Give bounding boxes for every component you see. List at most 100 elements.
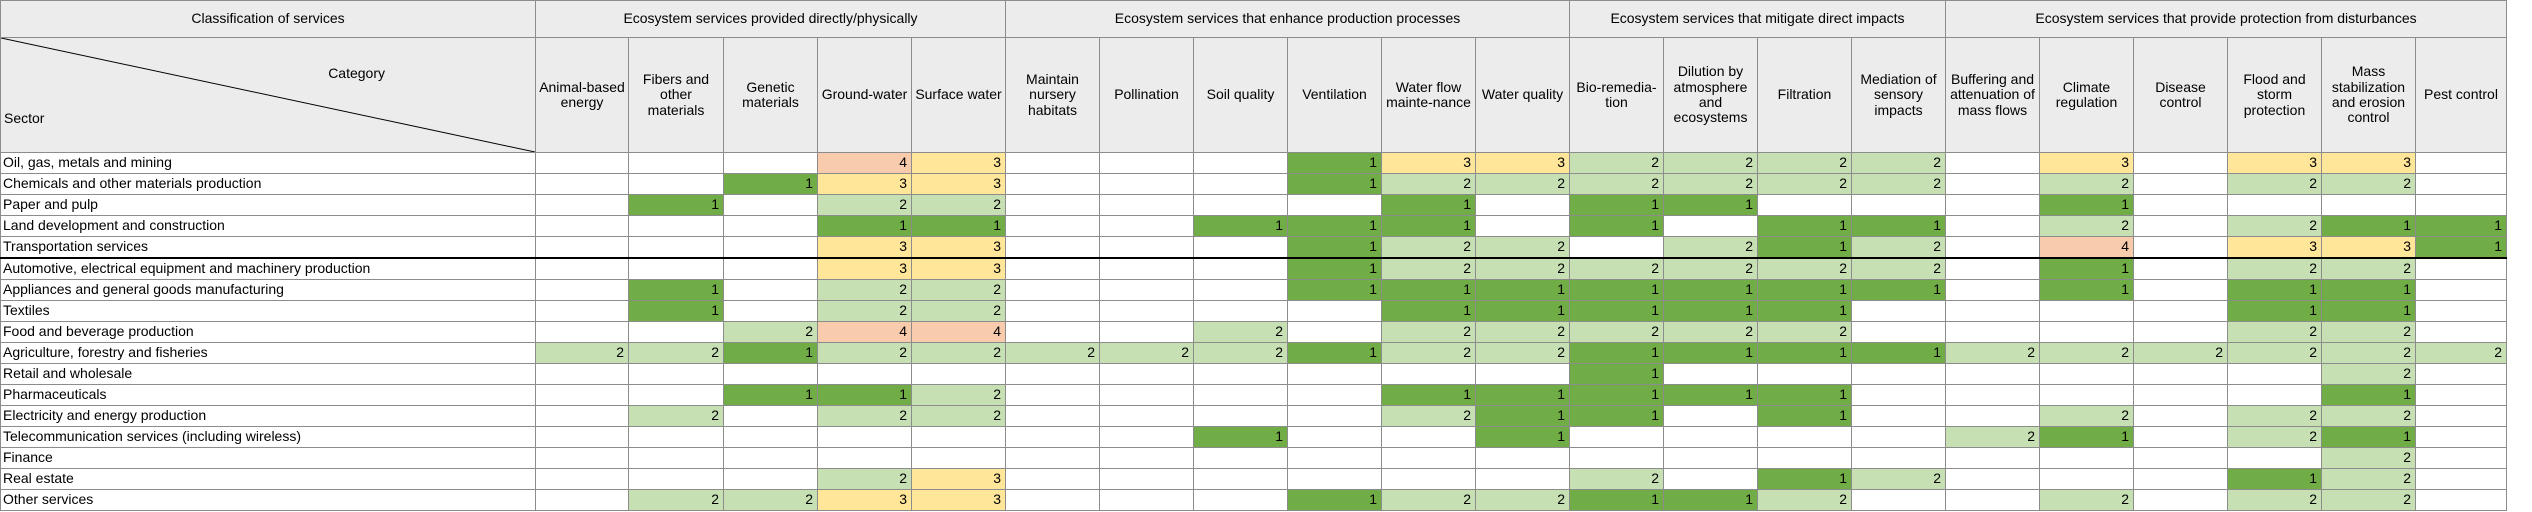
table-row: Finance 2 [0,447,2507,469]
heatmap-cell [2133,447,2228,469]
heatmap-cell: 2 [1193,321,1288,343]
heatmap-cell [1099,447,1194,469]
heatmap-cell [1945,236,2040,259]
heatmap-cell [1193,489,1288,511]
heatmap-cell [628,468,724,490]
heatmap-cell [1099,152,1194,174]
category-header: Ground-water [817,37,912,153]
heatmap-cell [723,257,818,280]
heatmap-cell [1757,426,1852,448]
heatmap-cell: 2 [1475,321,1570,343]
heatmap-cell [1757,447,1852,469]
heatmap-cell: 2 [1569,257,1664,280]
sector-label: Oil, gas, metals and mining [0,152,536,174]
heatmap-cell: 2 [1381,257,1476,280]
heatmap-cell: 2 [2227,321,2322,343]
heatmap-cell: 1 [1381,300,1476,322]
heatmap-cell [723,236,818,259]
heatmap-cell: 1 [1663,300,1758,322]
heatmap-cell [1193,279,1288,301]
heatmap-cell: 1 [1569,489,1664,511]
heatmap-cell: 2 [1099,342,1194,364]
heatmap-cell: 2 [2321,257,2416,280]
heatmap-cell: 1 [1663,279,1758,301]
heatmap-cell [628,363,724,385]
heatmap-cell [2039,363,2134,385]
category-header: Disease control [2133,37,2228,153]
sector-label: Sector [4,109,45,126]
heatmap-cell [723,152,818,174]
heatmap-cell: 2 [1851,257,1946,280]
sector-label: Chemicals and other materials production [0,173,536,195]
heatmap-cell [2133,279,2228,301]
heatmap-cell [535,194,629,216]
heatmap-cell: 1 [1287,152,1382,174]
heatmap-cell: 2 [1663,321,1758,343]
heatmap-cell: 1 [1851,215,1946,237]
heatmap-cell [1193,300,1288,322]
heatmap-cell [2133,152,2228,174]
heatmap-cell [2415,300,2507,322]
heatmap-cell: 2 [2039,342,2134,364]
heatmap-cell [1005,405,1100,427]
heatmap-cell: 4 [817,152,912,174]
heatmap-cell [723,468,818,490]
heatmap-cell: 3 [911,468,1006,490]
heatmap-cell [1569,426,1664,448]
group-header: Ecosystem services that enhance producti… [1005,0,1570,38]
category-header: Soil quality [1193,37,1288,153]
heatmap-cell [2415,468,2507,490]
heatmap-cell: 1 [1475,300,1570,322]
heatmap-cell [2321,194,2416,216]
heatmap-cell [535,173,629,195]
heatmap-cell: 1 [1569,405,1664,427]
heatmap-cell [2133,300,2228,322]
heatmap-cell [1005,447,1100,469]
heatmap-cell [2415,363,2507,385]
heatmap-cell: 1 [1569,300,1664,322]
heatmap-cell [1287,300,1382,322]
heatmap-cell: 3 [817,489,912,511]
heatmap-cell [817,426,912,448]
heatmap-cell: 2 [1381,342,1476,364]
table-row: Chemicals and other materials production… [0,173,2507,195]
heatmap-cell [1851,194,1946,216]
heatmap-cell: 1 [1757,342,1852,364]
heatmap-cell [1287,405,1382,427]
heatmap-cell: 2 [2227,426,2322,448]
heatmap-cell [535,152,629,174]
sector-label: Telecommunication services (including wi… [0,426,536,448]
heatmap-cell [535,321,629,343]
heatmap-cell: 2 [1663,173,1758,195]
heatmap-cell: 2 [2321,321,2416,343]
heatmap-cell: 2 [817,194,912,216]
heatmap-cell [2415,426,2507,448]
heatmap-cell: 2 [911,300,1006,322]
heatmap-cell [1569,447,1664,469]
heatmap-cell [2133,363,2228,385]
heatmap-cell: 3 [817,173,912,195]
heatmap-cell: 2 [1381,405,1476,427]
heatmap-cell [1475,447,1570,469]
heatmap-cell [1099,215,1194,237]
sector-label: Textiles [0,300,536,322]
heatmap-cell [2227,194,2322,216]
heatmap-cell: 1 [1757,279,1852,301]
sector-label: Agriculture, forestry and fisheries [0,342,536,364]
heatmap-cell: 2 [628,405,724,427]
heatmap-cell: 3 [911,257,1006,280]
heatmap-cell [1663,405,1758,427]
heatmap-cell: 2 [1569,321,1664,343]
heatmap-cell: 2 [1851,236,1946,259]
heatmap-cell: 2 [817,342,912,364]
heatmap-cell [535,300,629,322]
heatmap-cell [1193,405,1288,427]
heatmap-cell [2227,447,2322,469]
heatmap-cell: 3 [911,236,1006,259]
heatmap-cell [628,447,724,469]
heatmap-cell: 4 [911,321,1006,343]
heatmap-cell [628,152,724,174]
heatmap-cell: 2 [2321,489,2416,511]
category-header: Mass stabilization and erosion control [2321,37,2416,153]
table-row: Real estate 2 3 2 1 2 1 2 [0,468,2507,490]
